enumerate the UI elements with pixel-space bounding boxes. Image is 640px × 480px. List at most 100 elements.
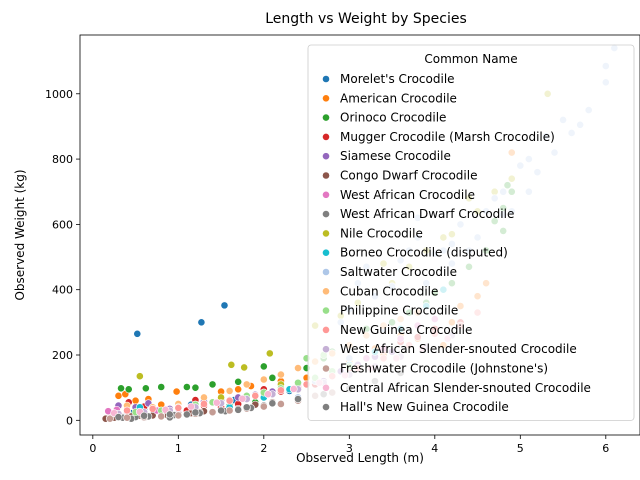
- data-point: [234, 377, 243, 386]
- legend-marker: [322, 75, 330, 83]
- legend-entry: Orinoco Crocodile: [340, 111, 446, 125]
- legend-marker: [322, 345, 330, 354]
- plot-frame: [79, 34, 640, 436]
- y-tick-label: 600: [52, 218, 73, 231]
- data-point: [135, 372, 144, 381]
- data-point: [217, 406, 225, 415]
- x-tick-label: 5: [517, 442, 524, 455]
- data-point: [268, 399, 277, 408]
- legend-marker: [322, 325, 330, 334]
- legend-entry: Saltwater Crocodile: [340, 265, 457, 279]
- y-tick-label: 400: [52, 284, 73, 297]
- legend-entry: Morelet's Crocodile: [340, 72, 455, 86]
- data-point: [197, 318, 206, 327]
- data-point: [133, 329, 142, 338]
- data-point: [182, 383, 191, 391]
- data-point: [268, 373, 277, 382]
- legend-marker: [322, 113, 330, 122]
- data-point: [294, 395, 302, 403]
- y-tick-label: 800: [52, 153, 73, 166]
- legend-marker: [322, 210, 330, 218]
- data-point: [225, 387, 234, 395]
- data-point: [225, 396, 234, 405]
- data-point: [140, 411, 149, 420]
- y-tick-label: 200: [52, 349, 73, 362]
- x-tick-label: 0: [89, 442, 96, 455]
- legend-marker: [322, 248, 330, 257]
- data-point: [242, 380, 251, 389]
- data-point: [123, 413, 131, 422]
- legend-entry: West African Dwarf Crocodile: [340, 207, 514, 221]
- data-point: [157, 412, 166, 421]
- data-point: [265, 349, 274, 358]
- legend-marker: [322, 190, 330, 199]
- legend-entry: Freshwater Crocodile (Johnstone's): [340, 362, 548, 376]
- legend-entry: Siamese Crocodile: [340, 149, 451, 163]
- data-point: [227, 360, 236, 369]
- data-point: [117, 384, 125, 393]
- legend-box: [307, 44, 635, 421]
- legend-entry: Hall's New Guinea Crocodile: [340, 400, 509, 414]
- legend-title: Common Name: [424, 52, 517, 66]
- legend-entry: West African Slender-snouted Crocodile: [340, 342, 577, 356]
- data-point: [200, 400, 208, 408]
- legend-marker: [322, 94, 330, 103]
- y-tick-label: 1000: [45, 88, 73, 101]
- data-point: [234, 385, 243, 394]
- data-point: [277, 370, 285, 379]
- data-point: [131, 396, 140, 405]
- data-point: [172, 387, 181, 396]
- data-point: [182, 410, 191, 419]
- y-tick-label: 0: [66, 414, 73, 427]
- data-point: [141, 384, 150, 393]
- data-point: [200, 393, 208, 402]
- data-point: [174, 411, 183, 420]
- legend-entry: Cuban Crocodile: [340, 284, 438, 298]
- legend-entry: New Guinea Crocodile: [340, 323, 472, 337]
- data-point: [240, 363, 249, 372]
- data-point: [264, 390, 272, 399]
- y-axis-label: Observed Weight (kg): [13, 169, 27, 300]
- x-axis-label: Observed Length (m): [296, 451, 424, 465]
- data-point: [148, 404, 157, 413]
- data-point: [191, 383, 200, 392]
- data-point: [114, 413, 123, 421]
- legend-entry: American Crocodile: [340, 91, 457, 105]
- legend-marker: [322, 132, 330, 141]
- data-point: [220, 301, 229, 310]
- data-point: [106, 414, 114, 423]
- data-point: [124, 385, 133, 394]
- legend-marker: [322, 152, 330, 161]
- data-point: [277, 386, 285, 395]
- legend-marker: [322, 268, 330, 276]
- x-axis: 0 1 2 3 4 5 6: [89, 435, 609, 455]
- legend-entry: Borneo Crocodile (disputed): [340, 246, 508, 260]
- data-point: [289, 385, 298, 393]
- x-tick-label: 1: [175, 442, 182, 455]
- y-axis: 0 200 400 600 800 1000: [45, 88, 80, 427]
- data-point: [123, 406, 131, 415]
- legend-entry: Philippine Crocodile: [340, 304, 458, 318]
- data-point: [259, 362, 268, 371]
- x-tick-label: 6: [602, 442, 609, 455]
- x-tick-label: 2: [260, 442, 267, 455]
- legend-marker: [322, 229, 330, 238]
- data-point: [174, 403, 183, 412]
- data-point: [191, 408, 200, 417]
- data-point: [259, 402, 268, 411]
- legend-marker: [322, 306, 330, 315]
- legend-marker: [322, 403, 330, 411]
- data-point: [187, 402, 196, 411]
- data-point: [212, 398, 221, 407]
- legend-marker: [322, 287, 330, 296]
- data-point: [259, 375, 268, 384]
- legend-entry: Central African Slender-snouted Crocodil…: [340, 381, 591, 395]
- data-point: [294, 378, 302, 387]
- data-point: [208, 380, 217, 389]
- data-point: [165, 410, 174, 419]
- legend-entry: Mugger Crocodile (Marsh Crocodile): [340, 130, 555, 144]
- legend: Common Name Morelet's Crocodile American C…: [307, 44, 635, 421]
- data-point: [238, 394, 247, 403]
- legend-marker: [322, 171, 330, 180]
